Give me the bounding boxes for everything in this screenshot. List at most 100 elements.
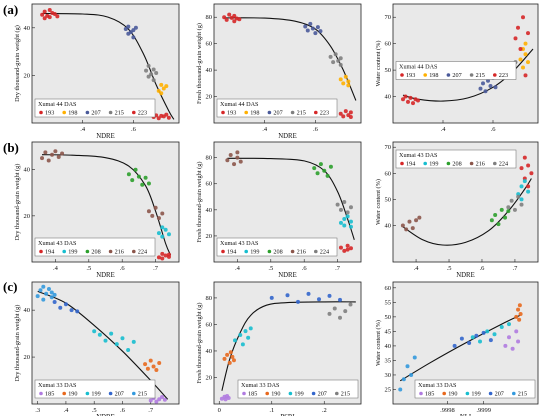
series-185 bbox=[148, 394, 167, 404]
series-207 bbox=[269, 291, 342, 304]
data-point bbox=[43, 150, 48, 155]
data-point bbox=[411, 101, 415, 106]
data-point bbox=[140, 182, 145, 187]
data-point bbox=[523, 52, 528, 57]
legend-marker bbox=[267, 110, 272, 115]
legend-label: 190 bbox=[448, 391, 457, 398]
y-axis-label: Dry thousand-grain weight (g) bbox=[14, 305, 21, 382]
legend-marker bbox=[442, 391, 447, 396]
series-199 bbox=[516, 179, 531, 202]
data-point bbox=[412, 355, 417, 360]
legend-title: Xumai 44 DAS bbox=[399, 64, 438, 71]
data-point bbox=[325, 173, 330, 178]
data-point bbox=[157, 360, 162, 365]
x-tick-label: .5 bbox=[447, 265, 452, 272]
data-point bbox=[143, 362, 148, 367]
series-194 bbox=[156, 251, 171, 261]
legend-label: 199 bbox=[429, 161, 438, 168]
x-tick-label: .7 bbox=[153, 265, 159, 272]
data-point bbox=[401, 97, 405, 102]
data-point bbox=[130, 178, 135, 183]
data-point bbox=[47, 15, 52, 20]
series-215 bbox=[144, 63, 159, 83]
data-point bbox=[343, 109, 348, 114]
x-tick-label: .6 bbox=[120, 407, 126, 414]
data-point bbox=[338, 77, 343, 82]
data-point bbox=[481, 330, 486, 335]
data-point bbox=[226, 396, 231, 401]
legend-label: 223 bbox=[138, 110, 147, 117]
y-tick-label: 40 bbox=[206, 348, 213, 355]
data-point bbox=[35, 294, 40, 299]
data-point bbox=[55, 14, 60, 19]
data-point bbox=[496, 222, 501, 227]
legend-marker bbox=[39, 249, 43, 254]
data-point bbox=[348, 115, 353, 120]
data-point bbox=[164, 84, 169, 89]
series-208 bbox=[489, 207, 511, 227]
legend-marker bbox=[85, 391, 90, 396]
data-point bbox=[232, 19, 237, 24]
data-point bbox=[526, 189, 531, 194]
data-point bbox=[146, 209, 151, 214]
data-point bbox=[503, 215, 508, 220]
data-point bbox=[327, 311, 332, 316]
legend-label: 190 bbox=[68, 391, 77, 398]
data-point bbox=[227, 12, 232, 17]
data-point bbox=[338, 245, 343, 250]
series-199 bbox=[233, 326, 253, 347]
data-point bbox=[514, 314, 519, 319]
data-point bbox=[50, 152, 55, 157]
legend-marker bbox=[85, 249, 90, 254]
data-point bbox=[243, 329, 248, 334]
series-190 bbox=[514, 303, 523, 322]
y-tick-label: 55 bbox=[385, 299, 392, 306]
data-point bbox=[348, 246, 353, 251]
y-tick-label: 60 bbox=[206, 321, 213, 328]
data-point bbox=[522, 155, 527, 160]
legend-marker bbox=[314, 110, 318, 115]
data-point bbox=[41, 284, 46, 289]
data-point bbox=[303, 24, 308, 29]
data-point bbox=[296, 299, 300, 304]
data-point bbox=[342, 248, 347, 253]
fit-curve bbox=[42, 12, 175, 120]
data-point bbox=[120, 336, 125, 341]
x-tick-label: .5 bbox=[92, 407, 97, 414]
data-point bbox=[345, 243, 350, 248]
chart-panel-9: .9998 .9999 25 30 35 40 45 50 55 60 NLI Water conte… bbox=[375, 281, 539, 416]
data-point bbox=[233, 338, 237, 343]
data-point bbox=[148, 398, 153, 403]
series-208 bbox=[126, 167, 151, 187]
data-point bbox=[38, 288, 43, 293]
legend-label: 208 bbox=[452, 161, 461, 168]
y-tick-label: 20 bbox=[24, 72, 31, 79]
data-point bbox=[523, 73, 528, 78]
data-point bbox=[526, 60, 530, 65]
legend-marker bbox=[242, 391, 246, 396]
legend: Xumai 33 DAS 185 190 199 207 215 bbox=[237, 379, 359, 399]
data-point bbox=[516, 25, 520, 30]
data-point bbox=[400, 223, 405, 228]
data-point bbox=[123, 26, 128, 31]
legend-marker bbox=[290, 249, 295, 254]
data-point bbox=[514, 329, 519, 334]
legend-label: 207 bbox=[91, 110, 100, 117]
data-point bbox=[47, 7, 52, 12]
data-point bbox=[503, 343, 508, 348]
chart-panel-8: 0 .1 .2 20 40 60 80 PSRI Fresh thousand-grain we… bbox=[196, 281, 362, 416]
legend-label: 198 bbox=[250, 110, 259, 117]
data-point bbox=[231, 358, 236, 363]
fit-curve bbox=[402, 178, 532, 246]
legend-label: 194 bbox=[45, 249, 54, 256]
data-point bbox=[228, 153, 233, 158]
y-tick-label: 20 bbox=[206, 374, 213, 381]
legend-label: 199 bbox=[91, 391, 100, 398]
legend-label: 215 bbox=[518, 391, 527, 398]
data-point bbox=[56, 155, 61, 159]
data-point bbox=[513, 36, 518, 41]
data-point bbox=[523, 41, 528, 46]
series-215 bbox=[35, 284, 57, 302]
data-point bbox=[159, 82, 164, 87]
y-axis-label: Dry thousand-grain weight (g) bbox=[14, 25, 21, 102]
